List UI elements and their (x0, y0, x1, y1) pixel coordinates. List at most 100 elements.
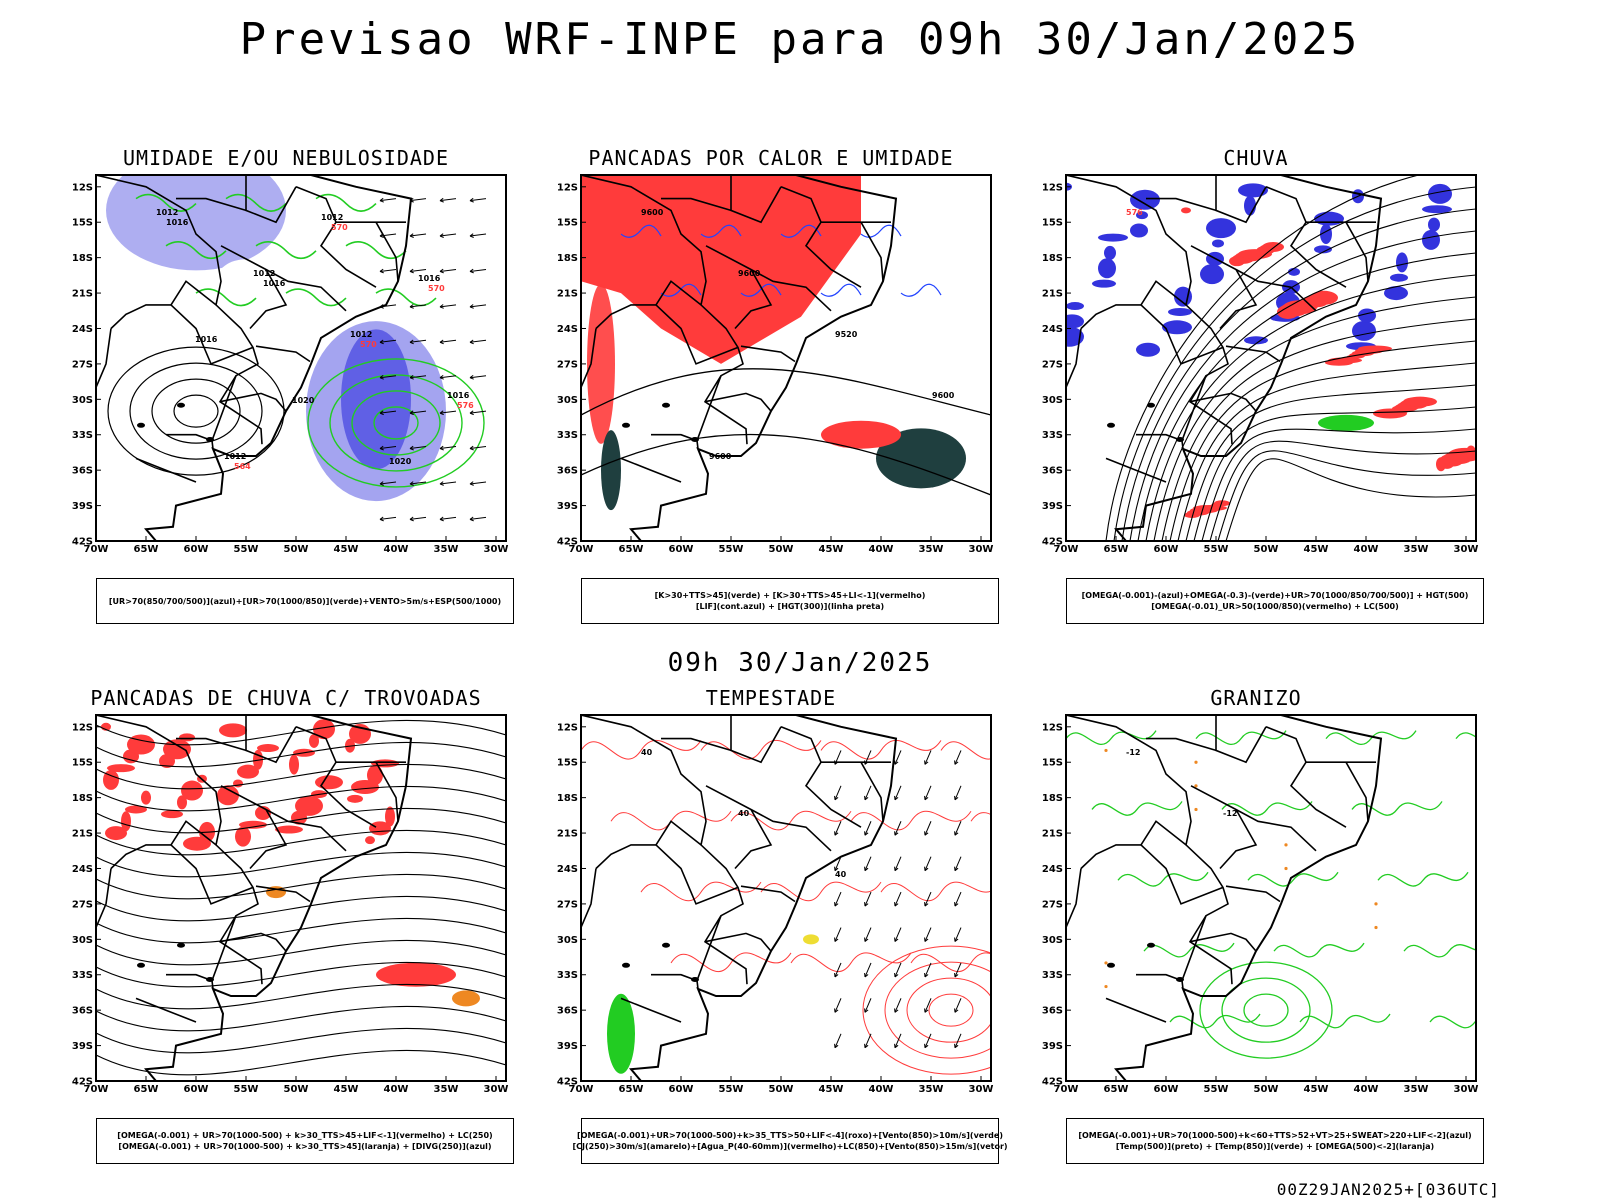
country-border (1146, 197, 1217, 212)
wind-vector (439, 410, 457, 416)
storm-area (121, 811, 131, 832)
country-border (1345, 221, 1369, 282)
streamline (96, 939, 506, 966)
country-border (96, 868, 112, 928)
lake (1147, 942, 1155, 948)
lif-contour (700, 224, 742, 238)
temp850-contour (1091, 801, 1183, 816)
wind-vector (409, 516, 427, 522)
jet-area (803, 934, 819, 945)
country-border (581, 328, 597, 388)
wind-vector (439, 481, 457, 486)
plot-frame (95, 174, 507, 542)
wind-vector (439, 516, 457, 522)
legend-line: [Temp(500)](preto) + [Temp(850)](verde) … (1115, 1142, 1435, 1151)
contour-label: 9520 (835, 330, 858, 339)
lon-tick-label: 60W (1154, 544, 1179, 555)
lat-tick-label: 30S (72, 395, 93, 406)
wind-vector (924, 927, 932, 942)
lake (1107, 962, 1115, 968)
storm-area (125, 805, 147, 814)
map-layers (581, 715, 991, 1081)
lon-tick-label: 45W (819, 544, 844, 555)
panel-title: PANCADAS DE CHUVA C/ TROVOADAS (90, 686, 482, 710)
lon-tick-label: 65W (619, 1084, 644, 1095)
legend-line: [OMEGA(-0.001)+UR>70(1000-500)+k>35_TTS>… (577, 1131, 1003, 1140)
pw-contour (820, 739, 942, 760)
omega-area (1244, 336, 1268, 345)
omega-area (1314, 211, 1344, 226)
contour-label: 1012 (321, 213, 343, 222)
country-border (780, 186, 862, 288)
lif-contour (740, 283, 782, 297)
storm-area (103, 769, 119, 790)
country-border (696, 915, 722, 989)
streamline (96, 895, 506, 922)
storm-area (385, 806, 395, 827)
omega-area (1066, 314, 1084, 329)
omega-area (1314, 245, 1332, 254)
wind-vector (379, 268, 397, 274)
country-border (1190, 785, 1317, 852)
temp850-contour (1143, 942, 1235, 958)
lat-tick-label: 39S (1042, 501, 1063, 512)
lon-tick-label: 65W (619, 544, 644, 555)
lon-tick-label: 50W (769, 544, 794, 555)
contour-label: 1016 (263, 279, 286, 288)
streamline (1225, 458, 1476, 541)
country-border (1140, 844, 1224, 905)
lon-tick-label: 30W (1454, 544, 1479, 555)
rain-area (1358, 345, 1392, 352)
country-border (220, 245, 347, 312)
lon-tick-label: 65W (1104, 544, 1129, 555)
country-border (1066, 175, 1233, 445)
country-border (655, 844, 739, 905)
lon-tick-label: 55W (1204, 544, 1229, 555)
streamline (1217, 450, 1476, 541)
country-border (1215, 175, 1267, 224)
lat-tick-label: 27S (1042, 359, 1063, 370)
lif-contour (860, 224, 902, 238)
wind-vector (469, 197, 487, 203)
country-border (110, 820, 217, 870)
contour-label: -12 (1126, 748, 1140, 757)
pw-contour (730, 810, 852, 831)
country-border (1066, 868, 1082, 928)
lat-tick-label: 18S (1042, 793, 1063, 804)
contour-label: 1012 (350, 330, 372, 339)
rain-area (1403, 396, 1437, 407)
country-border (704, 392, 772, 412)
country-border (730, 715, 782, 764)
wind-vector (924, 785, 932, 801)
rh-contour (315, 193, 377, 212)
country-border (1080, 820, 1187, 870)
storm-area (367, 765, 383, 786)
wind-vector (409, 268, 427, 274)
contour-label: 576 (457, 401, 474, 410)
wind-vector (469, 516, 487, 522)
pw-contour (862, 945, 991, 1075)
lon-tick-label: 55W (234, 544, 259, 555)
lon-tick-label: 50W (1254, 544, 1279, 555)
omega-area (1238, 183, 1268, 198)
storm-area (141, 790, 151, 805)
temp850-contour (1403, 944, 1476, 958)
contour-label: 570 (331, 223, 348, 232)
contour-label: 1016 (195, 335, 218, 344)
lif-contour (780, 224, 822, 238)
country-border (249, 269, 288, 330)
panel-title: CHUVA (1223, 146, 1289, 170)
lake (1107, 422, 1115, 428)
wind-vector (954, 998, 962, 1013)
instability-area (821, 420, 901, 449)
country-border (1181, 915, 1207, 989)
country-border (1080, 280, 1187, 330)
storm-area (295, 795, 323, 816)
wind-vector (439, 339, 457, 345)
streamline (96, 1005, 506, 1032)
lat-tick-label: 15S (557, 218, 578, 229)
lat-tick-label: 33S (557, 970, 578, 981)
pw-contour (880, 881, 991, 902)
valid-time-label: 09h 30/Jan/2025 (667, 648, 933, 678)
contour-label: 1016 (166, 218, 189, 227)
